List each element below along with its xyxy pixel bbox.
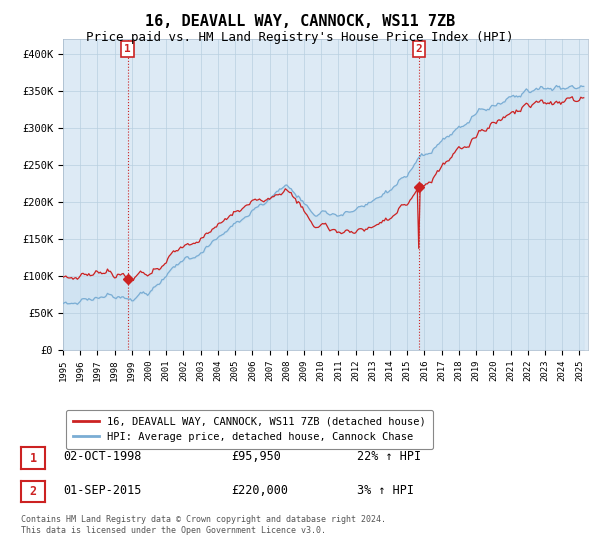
Text: £95,950: £95,950 xyxy=(231,450,281,463)
Text: Contains HM Land Registry data © Crown copyright and database right 2024.
This d: Contains HM Land Registry data © Crown c… xyxy=(21,515,386,535)
Text: 2: 2 xyxy=(29,485,37,498)
Text: 02-OCT-1998: 02-OCT-1998 xyxy=(63,450,142,463)
Text: 1: 1 xyxy=(124,44,131,54)
Text: 1: 1 xyxy=(29,451,37,465)
Text: 2: 2 xyxy=(415,44,422,54)
Text: £220,000: £220,000 xyxy=(231,483,288,497)
Text: 16, DEAVALL WAY, CANNOCK, WS11 7ZB: 16, DEAVALL WAY, CANNOCK, WS11 7ZB xyxy=(145,14,455,29)
Text: 01-SEP-2015: 01-SEP-2015 xyxy=(63,483,142,497)
Legend: 16, DEAVALL WAY, CANNOCK, WS11 7ZB (detached house), HPI: Average price, detache: 16, DEAVALL WAY, CANNOCK, WS11 7ZB (deta… xyxy=(65,409,433,449)
Text: Price paid vs. HM Land Registry's House Price Index (HPI): Price paid vs. HM Land Registry's House … xyxy=(86,31,514,44)
Text: 22% ↑ HPI: 22% ↑ HPI xyxy=(357,450,421,463)
Text: 3% ↑ HPI: 3% ↑ HPI xyxy=(357,483,414,497)
